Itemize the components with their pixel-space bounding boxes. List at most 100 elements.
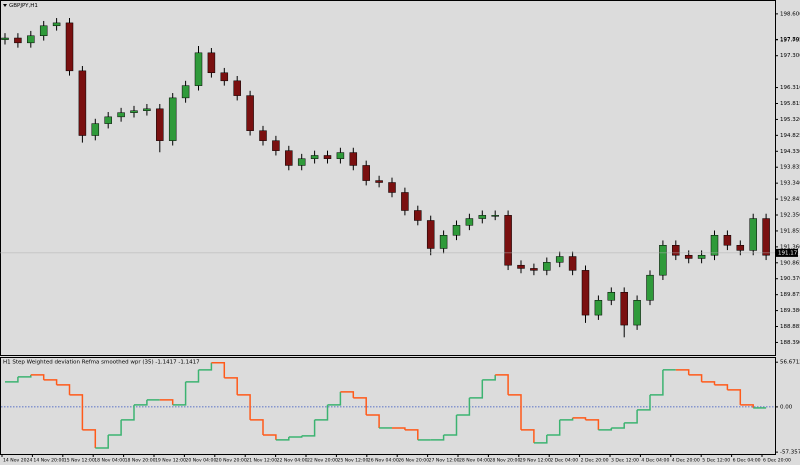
candle-body (439, 235, 448, 249)
indicator-step (675, 369, 690, 375)
indicator-step (624, 409, 638, 424)
indicator-step (443, 414, 458, 436)
candle-body (130, 110, 138, 113)
candle-body (517, 264, 525, 269)
y-tick-label: 198.600 (780, 11, 800, 17)
candle-body (65, 22, 74, 72)
indicator-step (314, 404, 329, 421)
candle-body (646, 274, 654, 301)
candle-body (749, 218, 757, 251)
indicator-step (340, 391, 355, 398)
x-tick-label: 5 Dec 12:00 (702, 458, 730, 464)
indicator-step (546, 419, 561, 436)
y-tick-label: -57.3574 (780, 450, 800, 456)
y-tick-label: 191.855 (780, 228, 800, 234)
indicator-step (701, 381, 716, 385)
last-price-box (776, 248, 798, 257)
candle-body (104, 116, 112, 124)
indicator-step (69, 394, 84, 430)
x-tick-label: 15 Nov 12:00 (64, 458, 95, 464)
indicator-step (469, 379, 484, 399)
indicator-step (5, 376, 19, 383)
candle-body (323, 155, 332, 159)
y-tick-label: 190.370 (780, 276, 800, 282)
candle-body (27, 35, 35, 44)
candle-body (181, 85, 190, 99)
indicator-step (95, 434, 109, 449)
candle-body (285, 150, 293, 166)
x-tick-label: 27 Nov 12:00 (429, 458, 460, 464)
indicator-step (56, 384, 71, 395)
y-tick-label: 193.835 (780, 165, 800, 171)
candle-body (414, 210, 422, 221)
indicator-step (237, 394, 251, 420)
candle-body (465, 218, 474, 226)
candle-body (568, 256, 577, 271)
candle-body (310, 155, 319, 159)
candle-body (143, 108, 151, 111)
x-tick-label: 14 Nov 20:00 (33, 458, 64, 464)
candle-body (504, 215, 512, 266)
x-tick-label: 20 Nov 04:00 (185, 458, 216, 464)
candle-body (117, 112, 125, 118)
y-tick-label: 194.825 (780, 133, 800, 139)
indicator-step (533, 434, 548, 444)
x-tick-label: 21 Nov 12:00 (246, 458, 277, 464)
y-tick-label: 197.300 (780, 53, 800, 59)
y-tick-label: 56.6712 (780, 360, 800, 366)
candle-body (697, 254, 706, 259)
indicator-step (688, 374, 703, 382)
indicator-step (43, 379, 58, 385)
candle-body (91, 123, 100, 136)
candle-body (246, 95, 254, 131)
y-tick-label: 195.815 (780, 101, 800, 107)
indicator-step (224, 377, 238, 395)
candle-body (659, 245, 667, 276)
indicator-step (430, 434, 445, 441)
x-tick-label: 6 Dec 20:00 (763, 458, 791, 464)
x-tick-label: 25 Nov 12:00 (337, 458, 368, 464)
indicator-step (521, 429, 535, 443)
x-tick-label: 26 Nov 20:00 (398, 458, 429, 464)
x-tick-label: 19 Nov 12:00 (155, 458, 186, 464)
y-tick-label: 190.865 (780, 260, 800, 266)
symbol-arrow (3, 4, 7, 7)
indicator-step (185, 369, 200, 383)
indicator-step (134, 399, 148, 406)
candle-body (543, 262, 551, 271)
indicator-step (727, 389, 742, 405)
indicator-step (198, 362, 213, 371)
x-tick-label: 14 Nov 2024 (3, 458, 32, 464)
indicator-step (740, 404, 754, 408)
indicator-step (366, 414, 380, 428)
indicator-step (263, 434, 277, 440)
candle-body (581, 270, 590, 316)
indicator-step (508, 394, 522, 430)
candle-body (39, 25, 48, 37)
x-tick-label: 18 Nov 04:00 (94, 458, 125, 464)
candle-body (594, 300, 603, 316)
y-tick-label: 194.330 (780, 149, 800, 155)
x-tick-label: 26 Nov 04:00 (368, 458, 399, 464)
indicator-step (275, 436, 290, 441)
candle-body (723, 235, 732, 246)
indicator-step (404, 429, 419, 440)
x-tick-label: 3 Dec 12:00 (611, 458, 639, 464)
candle-body (259, 130, 267, 141)
candle-body (452, 225, 461, 236)
indicator-step (121, 404, 135, 421)
candle-body (762, 218, 770, 256)
y-tick-label: 189.875 (780, 292, 800, 298)
y-tick-label: 197.795 (780, 37, 800, 43)
indicator-step (159, 399, 174, 405)
y-tick-label: 192.350 (780, 213, 800, 219)
y-tick-label: 196.310 (780, 85, 800, 91)
y-tick-label: 195.320 (780, 117, 800, 123)
candle-body (14, 37, 22, 44)
candle-body (52, 22, 61, 27)
x-tick-label: 28 Nov 20:00 (489, 458, 520, 464)
candle-body (478, 215, 487, 219)
candle-body (207, 52, 216, 74)
